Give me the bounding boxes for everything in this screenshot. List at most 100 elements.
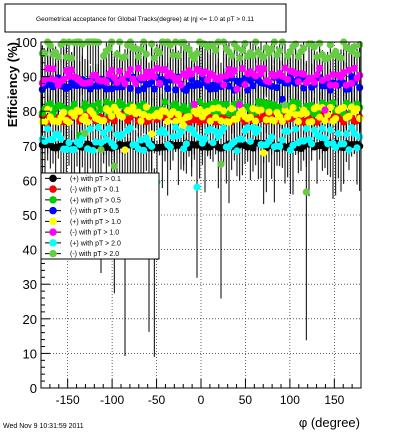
legend-marker xyxy=(49,239,57,247)
data-point xyxy=(60,108,68,116)
data-point xyxy=(348,79,356,87)
data-point xyxy=(76,107,84,116)
data-point xyxy=(326,41,334,49)
x-tick-label: -50 xyxy=(148,393,166,407)
data-point xyxy=(156,49,164,57)
data-point xyxy=(134,64,142,72)
data-point xyxy=(121,146,129,154)
data-point xyxy=(137,45,145,54)
data-point xyxy=(329,70,337,79)
data-point xyxy=(292,111,300,119)
data-point xyxy=(257,106,265,114)
data-point xyxy=(241,81,249,89)
data-point xyxy=(102,78,110,86)
data-point xyxy=(292,70,300,78)
data-point xyxy=(356,83,364,92)
data-point xyxy=(334,129,342,138)
data-point xyxy=(196,134,204,142)
data-point xyxy=(204,107,212,115)
data-point xyxy=(41,75,49,84)
data-point xyxy=(212,46,220,55)
data-point xyxy=(220,81,228,89)
data-point xyxy=(172,86,180,94)
legend-marker xyxy=(49,196,57,204)
legend-label: (+) with pT > 1.0 xyxy=(70,219,121,226)
data-point xyxy=(188,70,196,78)
data-point xyxy=(105,45,113,53)
data-point xyxy=(241,39,249,48)
data-point xyxy=(142,103,150,111)
data-point xyxy=(142,50,150,58)
data-point xyxy=(172,123,180,131)
y-tick-label: 80 xyxy=(23,104,37,119)
data-point xyxy=(268,133,276,141)
data-point xyxy=(318,125,326,133)
legend: (+) with pT > 0.1 (-) with pT > 0.1 (+) wi… xyxy=(40,172,160,260)
x-tick-label: 0 xyxy=(198,393,205,407)
data-point xyxy=(230,138,238,146)
x-tick-label: -100 xyxy=(100,393,124,407)
data-point xyxy=(209,104,217,113)
legend-label: (+) with pT > 0.1 xyxy=(70,176,121,183)
data-point xyxy=(70,100,78,108)
data-point xyxy=(217,117,225,125)
legend-marker xyxy=(49,206,57,215)
data-point xyxy=(326,103,334,112)
data-point xyxy=(345,112,353,120)
data-point xyxy=(60,75,68,83)
data-point xyxy=(193,183,201,191)
data-point xyxy=(265,108,273,116)
data-point xyxy=(249,82,257,90)
data-point xyxy=(161,129,169,137)
data-point xyxy=(300,44,308,53)
data-point xyxy=(289,141,297,150)
data-point xyxy=(356,114,364,123)
data-point xyxy=(57,135,65,143)
data-point xyxy=(97,145,105,154)
data-point xyxy=(108,66,116,75)
data-point xyxy=(68,54,76,62)
data-point xyxy=(201,135,209,143)
data-point xyxy=(132,45,140,53)
data-point xyxy=(169,51,177,59)
y-tick-label: 10 xyxy=(23,346,37,361)
axes: -150 -100 -50 0 50 100 150 0 10 20 30 40 50 60 70 80 90 1… xyxy=(15,35,353,407)
data-point xyxy=(321,134,329,142)
data-point xyxy=(313,103,321,111)
data-point xyxy=(166,41,174,49)
data-point xyxy=(262,116,270,124)
data-point xyxy=(332,114,340,123)
data-point xyxy=(321,116,329,125)
data-point xyxy=(156,79,164,88)
data-point xyxy=(121,52,129,61)
data-point xyxy=(260,98,268,107)
data-point xyxy=(252,117,260,125)
data-point xyxy=(164,117,172,125)
data-point xyxy=(140,146,148,154)
data-point xyxy=(41,118,49,126)
y-tick-label: 70 xyxy=(23,139,37,154)
data-point xyxy=(294,78,302,86)
data-point xyxy=(89,146,97,155)
data-point xyxy=(249,51,257,59)
data-point xyxy=(260,65,268,73)
data-point xyxy=(190,100,198,108)
data-point xyxy=(308,140,316,148)
data-point xyxy=(142,134,150,142)
data-point xyxy=(113,78,121,87)
data-point xyxy=(246,137,254,145)
data-point xyxy=(86,78,94,86)
data-point xyxy=(174,110,182,119)
data-point xyxy=(281,106,289,114)
data-point xyxy=(278,136,286,144)
data-point xyxy=(326,81,334,89)
data-point xyxy=(254,126,262,134)
data-point xyxy=(337,54,345,62)
data-point xyxy=(260,149,268,157)
data-point xyxy=(102,135,110,144)
y-tick-label: 30 xyxy=(23,277,37,292)
data-point xyxy=(62,53,70,61)
data-point xyxy=(100,129,108,137)
legend-label: (-) with pT > 1.0 xyxy=(70,230,119,237)
